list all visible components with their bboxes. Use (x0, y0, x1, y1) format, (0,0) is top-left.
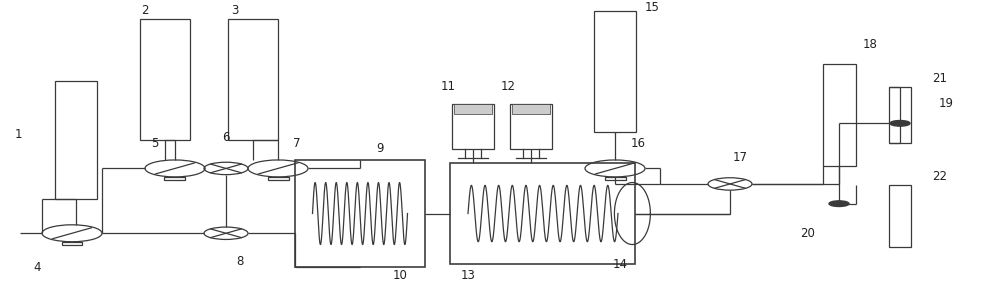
Text: 15: 15 (645, 1, 659, 14)
Circle shape (890, 120, 910, 126)
Bar (164, 177, 185, 180)
Bar (512, 104, 550, 114)
Bar (823, 64, 856, 166)
Text: 20: 20 (801, 227, 815, 240)
Text: 19: 19 (938, 97, 954, 110)
Text: 14: 14 (612, 258, 628, 271)
Text: 6: 6 (222, 131, 230, 144)
Bar (594, 11, 636, 132)
Text: 16: 16 (631, 137, 646, 150)
Text: 18: 18 (863, 38, 877, 51)
Text: 4: 4 (33, 261, 41, 273)
Bar (454, 104, 492, 114)
Text: 1: 1 (14, 128, 22, 141)
Bar (295, 160, 425, 267)
Bar (268, 177, 288, 180)
Bar (55, 81, 97, 199)
Bar (140, 19, 190, 140)
Bar (889, 87, 911, 143)
Bar (62, 242, 82, 245)
Text: 8: 8 (236, 255, 244, 268)
Text: 5: 5 (151, 137, 159, 150)
Bar (452, 104, 494, 149)
Text: 13: 13 (461, 269, 475, 282)
Text: 2: 2 (141, 4, 149, 17)
Text: 22: 22 (932, 170, 948, 183)
Text: 7: 7 (293, 137, 301, 150)
Text: 12: 12 (501, 80, 516, 93)
Bar (228, 19, 278, 140)
Text: 17: 17 (732, 151, 748, 164)
Bar (510, 104, 552, 149)
Text: 21: 21 (932, 72, 948, 85)
Bar (889, 185, 911, 247)
Text: 9: 9 (376, 142, 384, 155)
Circle shape (829, 201, 849, 206)
Text: 11: 11 (440, 80, 456, 93)
Bar (450, 163, 635, 264)
Text: 3: 3 (231, 4, 239, 17)
Text: 10: 10 (393, 269, 407, 282)
Bar (604, 177, 626, 180)
